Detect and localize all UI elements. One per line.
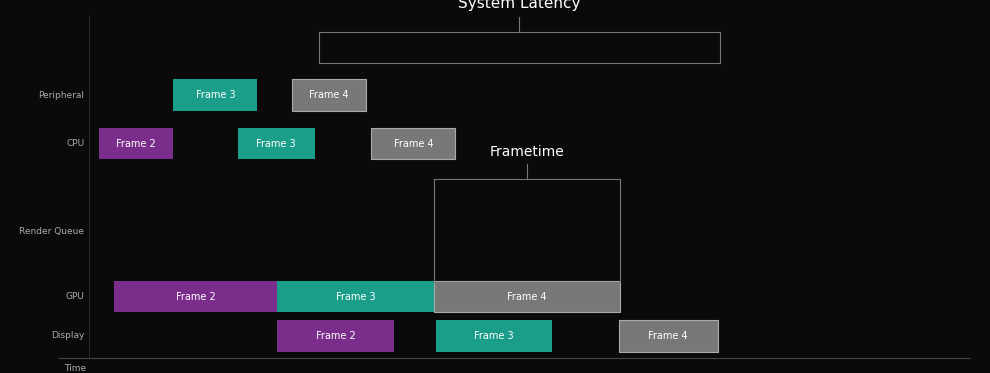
Text: Frame 2: Frame 2 xyxy=(116,139,156,148)
Text: CPU: CPU xyxy=(66,139,84,148)
Text: Frame 2: Frame 2 xyxy=(316,331,355,341)
Bar xyxy=(114,280,277,313)
Bar xyxy=(277,280,434,313)
Text: GPU: GPU xyxy=(65,292,84,301)
Text: Frame 2: Frame 2 xyxy=(175,292,216,301)
Text: Frame 4: Frame 4 xyxy=(648,331,688,341)
Text: Display: Display xyxy=(50,331,84,340)
Text: Frametime: Frametime xyxy=(489,144,564,159)
Text: Frame 4: Frame 4 xyxy=(507,292,546,301)
Bar xyxy=(99,128,173,160)
Bar xyxy=(292,79,366,111)
Text: Frame 3: Frame 3 xyxy=(195,90,236,100)
Bar xyxy=(436,320,552,351)
Bar xyxy=(371,128,455,160)
Bar xyxy=(434,280,620,313)
Text: Render Queue: Render Queue xyxy=(19,227,84,236)
Text: System Latency: System Latency xyxy=(458,0,580,11)
Bar xyxy=(277,320,394,351)
Text: Frame 4: Frame 4 xyxy=(393,139,434,148)
Bar xyxy=(238,128,315,160)
Bar xyxy=(619,320,718,351)
Text: Frame 3: Frame 3 xyxy=(474,331,514,341)
Text: Peripheral: Peripheral xyxy=(39,91,84,100)
Bar xyxy=(173,79,257,111)
Text: Time: Time xyxy=(64,364,86,373)
Text: Frame 3: Frame 3 xyxy=(336,292,375,301)
Text: Frame 3: Frame 3 xyxy=(256,139,296,148)
Text: Frame 4: Frame 4 xyxy=(309,90,349,100)
